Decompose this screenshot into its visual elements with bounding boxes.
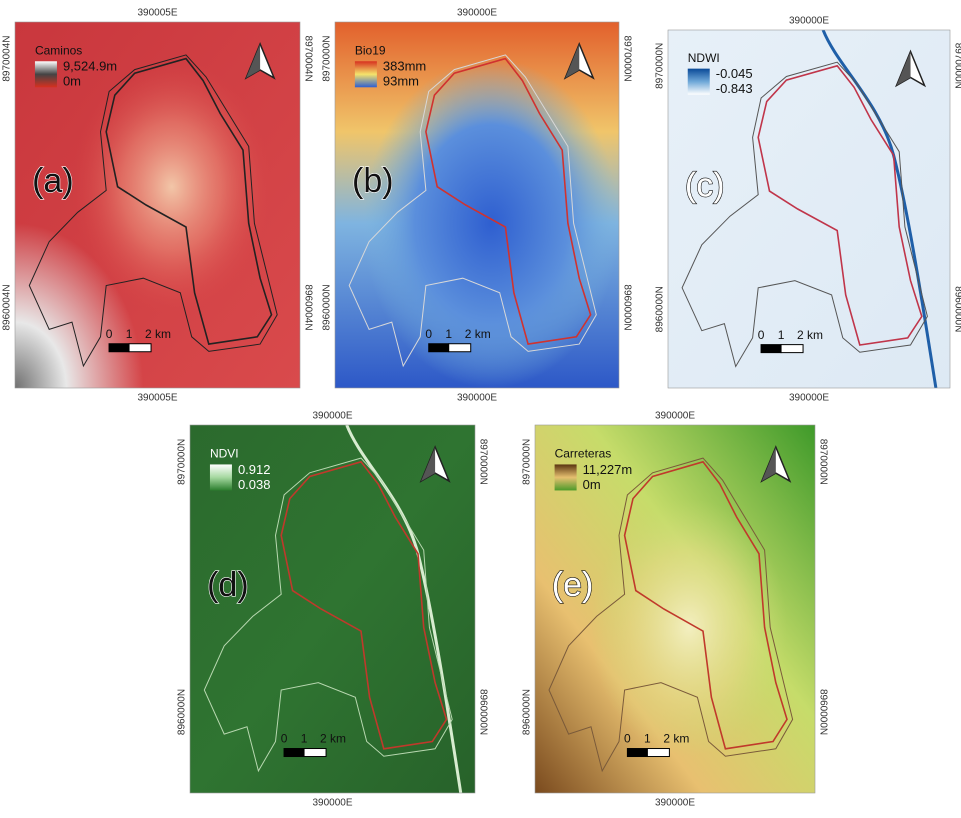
- y-coord-left: 8960000N: [522, 689, 533, 735]
- scale-label: 1: [778, 328, 785, 342]
- x-coord-top: 390005E: [137, 8, 177, 19]
- scale-label: 1: [126, 327, 133, 341]
- scale-label: 1: [644, 732, 651, 746]
- scale-bar-white: [129, 344, 151, 352]
- y-coord-right: 8960000N: [817, 689, 828, 735]
- x-coord-bottom: 390005E: [137, 393, 177, 404]
- legend-max: 9,524.9m: [63, 59, 117, 74]
- y-coord-right: 8960000N: [952, 286, 961, 332]
- legend-ramp: [555, 464, 577, 490]
- y-coord-left: 8970000N: [322, 36, 333, 82]
- panel-label: (b): [352, 162, 394, 200]
- map-panel: 390000E 390000E 8970000N 8970000N 8960000N 89…: [322, 8, 633, 404]
- legend-max: 11,227m: [583, 462, 633, 477]
- y-coord-left: 8970000N: [522, 439, 533, 485]
- scale-bar-black: [761, 345, 781, 353]
- scale-label: 2 km: [663, 732, 689, 746]
- scale-label: 0: [758, 328, 765, 342]
- legend-max: -0.045: [716, 66, 753, 81]
- panel-label: (c): [685, 167, 725, 205]
- x-coord-top: 390000E: [312, 411, 352, 422]
- x-coord-top: 390000E: [789, 16, 829, 27]
- x-coord-bottom: 390000E: [312, 798, 352, 809]
- y-coord-right: 8970000N: [621, 36, 632, 82]
- legend-ramp: [210, 464, 232, 490]
- scale-bar-black: [284, 749, 304, 757]
- legend-title: NDVI: [210, 447, 239, 461]
- legend-min: 0m: [63, 74, 81, 89]
- y-coord-left: 8970004N: [2, 36, 13, 82]
- panel-label: (a): [32, 162, 74, 200]
- legend-max: 383mm: [383, 59, 426, 74]
- scale-bar-black: [627, 749, 647, 757]
- legend-max: 0.912: [238, 462, 271, 477]
- legend-min: 0m: [583, 477, 601, 492]
- scale-label: 2 km: [145, 327, 171, 341]
- scale-label: 2 km: [320, 732, 346, 746]
- scale-label: 1: [445, 327, 452, 341]
- y-coord-left: 8960000N: [322, 284, 333, 330]
- legend-ramp: [355, 61, 377, 87]
- x-coord-bottom: 390000E: [655, 798, 695, 809]
- scale-bar-white: [647, 749, 669, 757]
- scale-label: 0: [624, 732, 631, 746]
- panel-label: (d): [207, 566, 249, 604]
- legend-ramp: [35, 61, 57, 87]
- y-coord-left: 8970000N: [655, 43, 666, 89]
- map-panel: 390000E 390000E 8970000N 8970000N 8960000N 89…: [522, 411, 829, 809]
- scale-bar-white: [781, 345, 803, 353]
- scale-label: 1: [301, 732, 308, 746]
- y-coord-right: 8970000N: [477, 439, 488, 485]
- x-coord-bottom: 390000E: [457, 393, 497, 404]
- map-panel: 390000E 390000E 8970000N 8970000N 8960000N 89…: [655, 16, 961, 404]
- map-panel: 390000E 390000E 8970000N 8970000N 8960000N 89…: [177, 411, 489, 809]
- scale-label: 0: [106, 327, 113, 341]
- scale-bar-white: [304, 749, 326, 757]
- y-coord-left: 8960004N: [2, 284, 13, 330]
- legend-title: NDWI: [688, 51, 720, 65]
- y-coord-right: 8970000N: [952, 43, 961, 89]
- legend-ramp: [688, 69, 710, 95]
- y-coord-right: 8960000N: [477, 689, 488, 735]
- x-coord-bottom: 390000E: [789, 393, 829, 404]
- legend-min: 0.038: [238, 477, 271, 492]
- y-coord-right: 8970000N: [817, 439, 828, 485]
- legend-title: Caminos: [35, 43, 82, 57]
- y-coord-left: 8960000N: [177, 689, 188, 735]
- scale-bar-white: [449, 344, 471, 352]
- x-coord-top: 390000E: [655, 411, 695, 422]
- scale-label: 0: [425, 327, 432, 341]
- scale-label: 2 km: [465, 327, 491, 341]
- scale-bar-black: [109, 344, 129, 352]
- figure: 390005E 390005E 8970004N 8970004N 8960004N 89…: [0, 0, 961, 813]
- legend-min: -0.843: [716, 81, 753, 96]
- x-coord-top: 390000E: [457, 8, 497, 19]
- map-panel: 390005E 390005E 8970004N 8970004N 8960004N 89…: [2, 8, 314, 404]
- scale-label: 0: [281, 732, 288, 746]
- y-coord-left: 8970000N: [177, 439, 188, 485]
- y-coord-right: 8960004N: [302, 284, 313, 330]
- legend-min: 93mm: [383, 74, 419, 89]
- legend-title: Carreteras: [555, 447, 612, 461]
- scale-bar-black: [429, 344, 449, 352]
- y-coord-right: 8970004N: [302, 36, 313, 82]
- legend-title: Bio19: [355, 43, 386, 57]
- scale-label: 2 km: [797, 328, 823, 342]
- y-coord-right: 8960000N: [621, 284, 632, 330]
- y-coord-left: 8960000N: [655, 286, 666, 332]
- panel-label: (e): [552, 566, 594, 604]
